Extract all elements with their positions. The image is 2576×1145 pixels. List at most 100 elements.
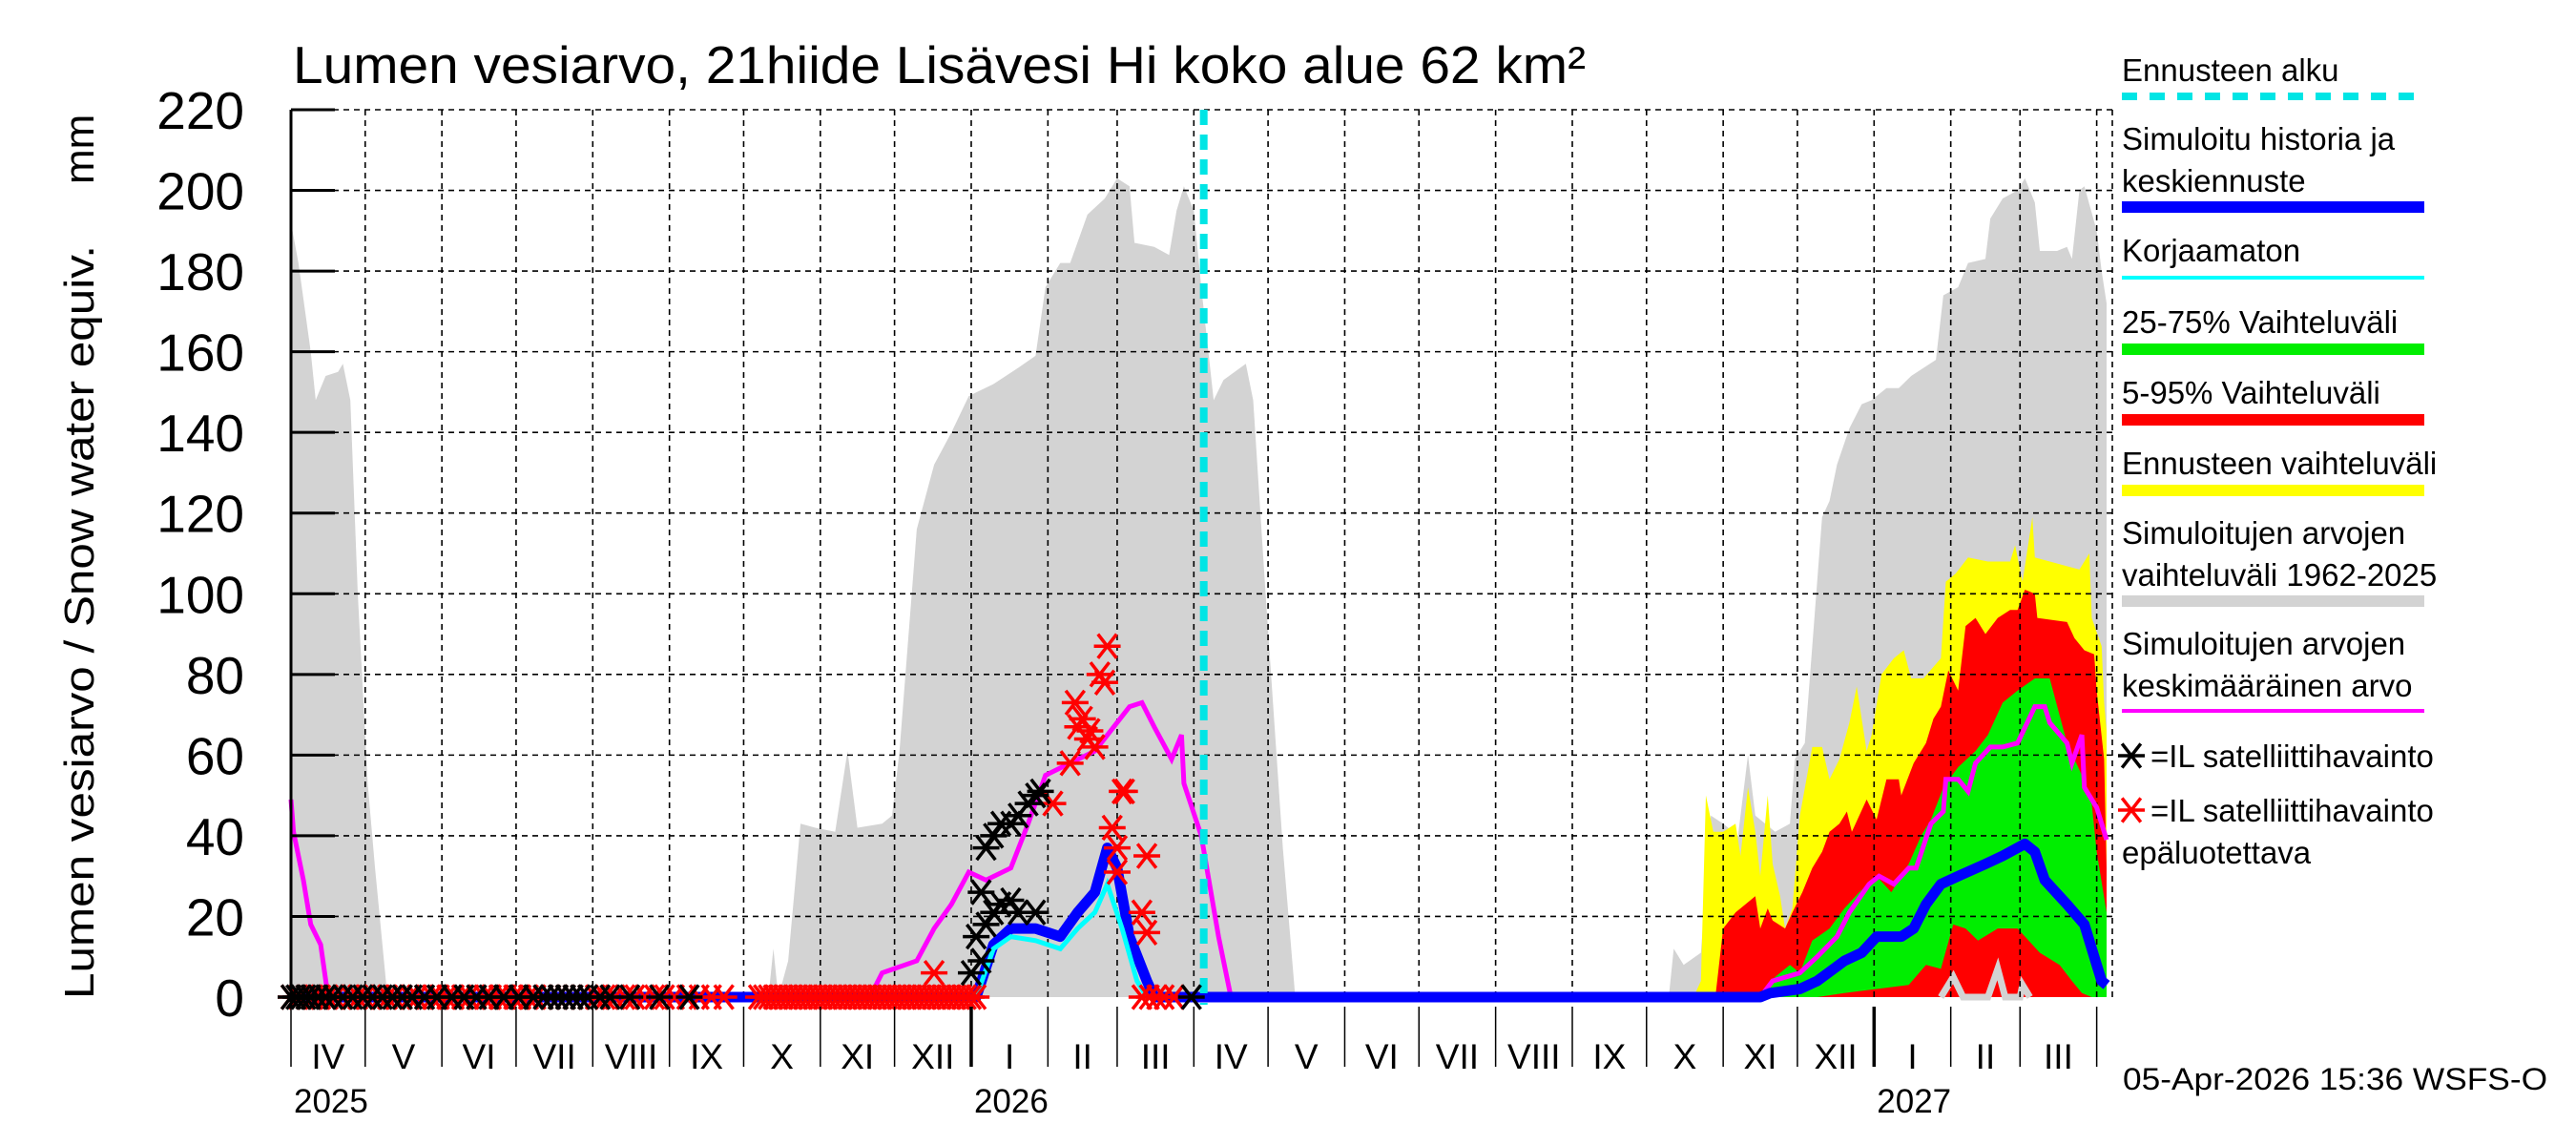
unreliable-observation-marker	[710, 984, 737, 1010]
legend-item-historic-mean: Simuloitujen arvojen keskimääräinen arvo	[2122, 626, 2424, 713]
observation-marker-stroke	[426, 984, 448, 1010]
legend-label: Ennusteen alku	[2122, 52, 2339, 88]
legend-label: Ennusteen vaihteluväli	[2122, 446, 2437, 481]
legend-item-obs: =IL satelliittihavainto	[2118, 739, 2434, 774]
unreliable-observation-marker	[1128, 899, 1155, 926]
month-label: X	[770, 1037, 794, 1076]
observation-marker-stroke	[678, 984, 700, 1010]
month-label: IV	[1215, 1037, 1248, 1076]
unreliable-observation-marker	[1076, 718, 1104, 744]
unreliable-observation-marker-stroke	[1101, 814, 1123, 842]
y-tick-label: 100	[156, 565, 244, 624]
y-tick-label: 140	[156, 404, 244, 463]
unreliable-observation-marker-stroke	[1093, 669, 1116, 696]
observation-marker-stroke	[1029, 778, 1051, 805]
unreliable-observation-marker-stroke	[1079, 718, 1101, 744]
month-label: XI	[841, 1037, 874, 1076]
legend-label: 25-75% Vaihteluväli	[2122, 304, 2398, 340]
unreliable-observation-marker-stroke	[1163, 984, 1185, 1010]
y-tick-label: 60	[186, 726, 244, 785]
month-label: III	[2044, 1037, 2073, 1076]
legend-label: =IL satelliittihavainto	[2150, 739, 2434, 774]
legend-star-icon	[2118, 742, 2145, 769]
legend-label: vaihteluväli 1962-2025	[2122, 557, 2437, 593]
legend-label: 5-95% Vaihteluväli	[2122, 375, 2380, 410]
unreliable-observation-marker	[1103, 859, 1131, 885]
unreliable-observation-marker-stroke	[1042, 790, 1064, 817]
year-label: 2027	[1877, 1083, 1951, 1120]
historic-range-area	[291, 177, 2107, 997]
year-label: 2026	[974, 1083, 1049, 1120]
unreliable-observation-marker-stroke	[1113, 778, 1135, 805]
y-tick-label: 180	[156, 242, 244, 302]
observation-marker-stroke	[970, 879, 992, 906]
unreliable-observation-marker-stroke	[1084, 734, 1106, 760]
month-label: VI	[1365, 1037, 1399, 1076]
historic-range-lower-line	[1938, 957, 2033, 1001]
axes: IV V VI VII VIII IX X XI XII I II III IV V VI VII VIII IX…	[156, 81, 2098, 1120]
grid	[291, 109, 2113, 997]
uncorrected-line	[953, 877, 1150, 1000]
legend-label: Simuloitujen arvojen	[2122, 626, 2405, 661]
unreliable-observation-marker-stroke	[1106, 859, 1129, 885]
observation-marker-stroke	[1008, 899, 1029, 926]
y-axis-unit: mm	[56, 114, 103, 184]
legend-label: keskiennuste	[2122, 163, 2306, 198]
observation-marker	[646, 984, 674, 1010]
unreliable-observation-marker	[1103, 834, 1131, 862]
unreliable-observation-marker-stroke	[1135, 843, 1158, 869]
month-label: III	[1141, 1037, 1171, 1076]
unreliable-observation-marker	[1098, 814, 1126, 842]
observation-marker-stroke	[478, 984, 500, 1010]
observation-marker-stroke	[970, 947, 992, 974]
unreliable-observation-marker-stroke	[965, 984, 987, 1010]
legend-star-icon-stroke	[2120, 742, 2143, 769]
month-label: XI	[1744, 1037, 1777, 1076]
month-label: VII	[532, 1037, 575, 1076]
unreliable-observation-marker-stroke	[1106, 834, 1129, 862]
unreliable-observation-marker	[1056, 750, 1084, 777]
legend-label: Korjaamaton	[2122, 233, 2300, 268]
unreliable-observation-marker	[1081, 734, 1109, 760]
legend-label: Simuloitujen arvojen	[2122, 515, 2405, 551]
month-label: I	[1005, 1037, 1014, 1076]
y-tick-label: 40	[186, 807, 244, 866]
y-axis-title: Lumen vesiarvo / Snow water equiv. mm	[56, 114, 103, 999]
legend-label: keskimääräinen arvo	[2122, 668, 2412, 703]
observation-marker-stroke	[492, 984, 515, 1010]
observation-marker-stroke	[649, 984, 671, 1010]
y-tick-label: 20	[186, 887, 244, 947]
y-tick-label: 120	[156, 485, 244, 544]
month-label: VII	[1436, 1037, 1479, 1076]
legend-star-icon	[2118, 797, 2145, 823]
timestamp: 05-Apr-2026 15:36 WSFS-O	[2123, 1062, 2547, 1096]
month-label: XII	[1814, 1037, 1857, 1076]
chart-title: Lumen vesiarvo, 21hiide Lisävesi Hi koko…	[293, 35, 1586, 94]
y-tick-label: 0	[215, 968, 244, 1028]
observation-marker	[616, 984, 644, 1010]
legend-item-obs-unreliable: =IL satelliittihavainto epäluotettava	[2118, 793, 2434, 870]
observation-marker	[1027, 778, 1054, 805]
unreliable-observation-marker-stroke	[1059, 750, 1081, 777]
legend-item-range-5-95: 5-95% Vaihteluväli	[2122, 375, 2424, 426]
month-label: V	[1295, 1037, 1319, 1076]
unreliable-observation-marker	[1111, 778, 1138, 805]
observation-marker	[967, 879, 995, 906]
month-label: V	[392, 1037, 416, 1076]
observation-marker-stroke	[619, 984, 641, 1010]
observation-marker	[1177, 984, 1205, 1010]
unreliable-observation-marker-stroke	[713, 984, 735, 1010]
simulated-line	[291, 838, 2110, 1003]
month-label: II	[1976, 1037, 1996, 1076]
y-tick-label: 220	[156, 81, 244, 140]
legend: Ennusteen alku Simuloitu historia ja keski…	[2118, 52, 2437, 870]
month-label: IV	[311, 1037, 344, 1076]
y-tick-label: 160	[156, 323, 244, 383]
legend-star-icon-stroke	[2120, 797, 2143, 823]
legend-label: epäluotettava	[2122, 835, 2312, 870]
month-label: X	[1673, 1037, 1697, 1076]
month-label: IX	[690, 1037, 723, 1076]
y-tick-label: 200	[156, 162, 244, 221]
unreliable-observation-marker-stroke	[1064, 689, 1087, 717]
month-label: VI	[463, 1037, 496, 1076]
